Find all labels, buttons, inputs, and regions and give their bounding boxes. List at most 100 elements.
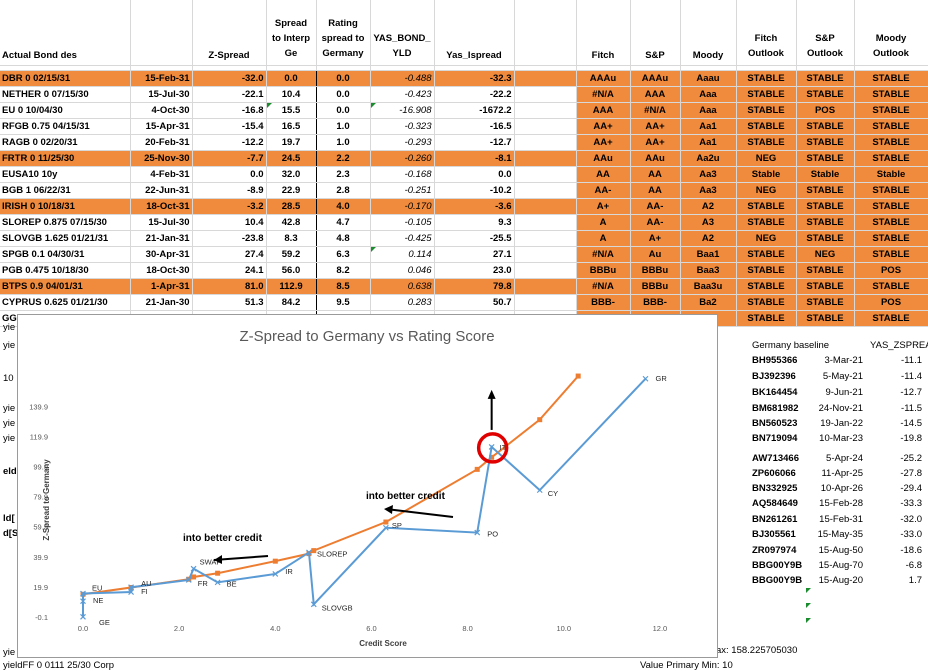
header-empty[interactable] <box>514 0 577 66</box>
cell-rs[interactable]: 8.5 <box>316 278 371 295</box>
cell-date[interactable]: 30-Apr-31 <box>130 246 193 263</box>
cell-rs[interactable]: 4.7 <box>316 214 371 231</box>
baseline-date[interactable]: 5-May-21 <box>822 371 863 382</box>
cell-bond[interactable]: BGB 1 06/22/31 <box>0 182 131 199</box>
baseline-value[interactable]: -33.3 <box>900 498 922 509</box>
header-fitch-outlook[interactable]: Fitch Outlook <box>736 0 797 66</box>
cell-moody[interactable]: Baa3 <box>680 262 737 279</box>
header-spread-interp[interactable]: Spread to Interp Ge <box>266 0 317 66</box>
baseline-value[interactable]: -33.0 <box>900 529 922 540</box>
cell-snp[interactable]: AA <box>630 182 681 199</box>
cell-z[interactable]: 81.0 <box>192 278 267 295</box>
cell-yld[interactable]: -0.168 <box>370 166 435 183</box>
baseline-value[interactable]: -11.4 <box>901 371 922 382</box>
cell-sp[interactable]: 24.5 <box>265 150 317 167</box>
bond-row[interactable]: SLOVGB 1.625 01/21/31 21-Jan-31 -23.8 8.3 4.… <box>0 230 928 247</box>
cell-fo[interactable]: STABLE <box>736 134 797 151</box>
cell-date[interactable]: 15-Jul-30 <box>130 86 193 103</box>
baseline-value[interactable]: -19.8 <box>900 433 922 444</box>
cell-mo[interactable]: Stable <box>854 166 928 183</box>
cell-sp[interactable]: 8.3 <box>265 230 317 247</box>
cell-fo[interactable]: NEG <box>736 230 797 247</box>
cell-snp[interactable]: AA- <box>630 214 681 231</box>
cell-yld[interactable]: -0.260 <box>370 150 435 167</box>
cell-z[interactable]: -23.8 <box>192 230 267 247</box>
cell-fo[interactable]: STABLE <box>736 246 797 263</box>
cell-snp[interactable]: AA- <box>630 198 681 215</box>
cell-fitch[interactable]: AA <box>576 166 631 183</box>
cell-date[interactable]: 4-Oct-30 <box>130 102 193 119</box>
baseline-date[interactable]: 11-Apr-25 <box>821 468 863 479</box>
cell-fo[interactable]: STABLE <box>736 310 797 327</box>
cell-rs[interactable]: 6.3 <box>316 246 371 263</box>
cell-yld[interactable]: -16.908 <box>370 102 435 119</box>
cell-fitch[interactable]: AAAu <box>576 70 631 87</box>
cell-snp[interactable]: AA+ <box>630 118 681 135</box>
cell-snp[interactable]: AA <box>630 166 681 183</box>
header-moody[interactable]: Moody <box>680 0 737 66</box>
cell-moody[interactable]: Aa3 <box>680 182 737 199</box>
baseline-date[interactable]: 15-Feb-28 <box>819 498 863 509</box>
cell-rs[interactable]: 2.8 <box>316 182 371 199</box>
cell-fo[interactable]: STABLE <box>736 102 797 119</box>
cell-so[interactable]: STABLE <box>796 86 855 103</box>
cell-z[interactable]: 51.3 <box>192 294 267 311</box>
bond-row[interactable]: EU 0 10/04/30 4-Oct-30 -16.8 15.5 0.0 -16.908… <box>0 102 928 119</box>
cell-fitch[interactable]: AAA <box>576 102 631 119</box>
cell-bond[interactable]: SPGB 0.1 04/30/31 <box>0 246 131 263</box>
header-yas-yld[interactable]: YAS_BOND_ YLD <box>370 0 435 66</box>
cell-sp[interactable]: 22.9 <box>265 182 317 199</box>
cell-fitch[interactable]: A <box>576 214 631 231</box>
cell-fitch[interactable]: #N/A <box>576 86 631 103</box>
cell-date[interactable]: 22-Jun-31 <box>130 182 193 199</box>
cell-isp[interactable]: 0.0 <box>434 166 515 183</box>
baseline-value[interactable]: -25.2 <box>900 453 922 464</box>
cell-fo[interactable]: STABLE <box>736 118 797 135</box>
cell-so[interactable]: STABLE <box>796 310 855 327</box>
baseline-id[interactable]: BN719094 <box>752 433 798 444</box>
max-value-text[interactable]: ax: 158.225705030 <box>716 645 798 656</box>
baseline-date[interactable]: 10-Apr-26 <box>820 483 863 494</box>
cell-so[interactable]: STABLE <box>796 262 855 279</box>
cell-gap[interactable] <box>514 86 577 103</box>
cell-so[interactable]: STABLE <box>796 214 855 231</box>
cell-isp[interactable]: -32.3 <box>434 70 515 87</box>
cell-yld[interactable]: 0.114 <box>370 246 435 263</box>
cell-moody[interactable]: A2 <box>680 198 737 215</box>
cell-so[interactable]: STABLE <box>796 134 855 151</box>
baseline-value[interactable]: -32.0 <box>900 514 922 525</box>
cell-gap[interactable] <box>514 150 577 167</box>
cell-gap[interactable] <box>514 294 577 311</box>
scatter-chart[interactable]: Z-Spread to Germany vs Rating Score -0.1 1… <box>17 314 718 658</box>
cell-z[interactable]: -22.1 <box>192 86 267 103</box>
cell-fitch[interactable]: A+ <box>576 198 631 215</box>
cell-bond[interactable]: IRISH 0 10/18/31 <box>0 198 131 215</box>
cell-so[interactable]: STABLE <box>796 182 855 199</box>
baseline-value[interactable]: -18.6 <box>900 545 922 556</box>
baseline-date[interactable]: 10-Mar-23 <box>819 433 863 444</box>
bottom-strip-text[interactable]: yieldFF 0 0111 25/30 Corp <box>3 660 115 671</box>
header-yas-ispread[interactable]: Yas_Ispread <box>434 0 515 66</box>
cell-sp[interactable]: 15.5 <box>265 102 317 119</box>
cell-moody[interactable]: Aa2u <box>680 150 737 167</box>
cell-yld[interactable]: 0.046 <box>370 262 435 279</box>
cell-mo[interactable]: STABLE <box>854 246 928 263</box>
cell-gap[interactable] <box>514 70 577 87</box>
cell-fitch[interactable]: AAu <box>576 150 631 167</box>
partial-cell-text[interactable]: 10 <box>3 373 14 384</box>
bond-row[interactable]: SLOREP 0.875 07/15/30 15-Jul-30 10.4 42.8 4.… <box>0 214 928 231</box>
cell-gap[interactable] <box>514 198 577 215</box>
cell-so[interactable]: STABLE <box>796 278 855 295</box>
cell-bond[interactable]: DBR 0 02/15/31 <box>0 70 131 87</box>
baseline-title[interactable]: Germany baseline <box>752 340 830 351</box>
baseline-id[interactable]: BJ392396 <box>752 371 796 382</box>
baseline-date[interactable]: 19-Jan-22 <box>820 418 863 429</box>
cell-rs[interactable]: 1.0 <box>316 118 371 135</box>
cell-bond[interactable]: PGB 0.475 10/18/30 <box>0 262 131 279</box>
cell-mo[interactable]: STABLE <box>854 134 928 151</box>
cell-z[interactable]: -3.2 <box>192 198 267 215</box>
cell-z[interactable]: 24.1 <box>192 262 267 279</box>
cell-fitch[interactable]: BBBu <box>576 262 631 279</box>
cell-fo[interactable]: STABLE <box>736 262 797 279</box>
cell-snp[interactable]: #N/A <box>630 102 681 119</box>
